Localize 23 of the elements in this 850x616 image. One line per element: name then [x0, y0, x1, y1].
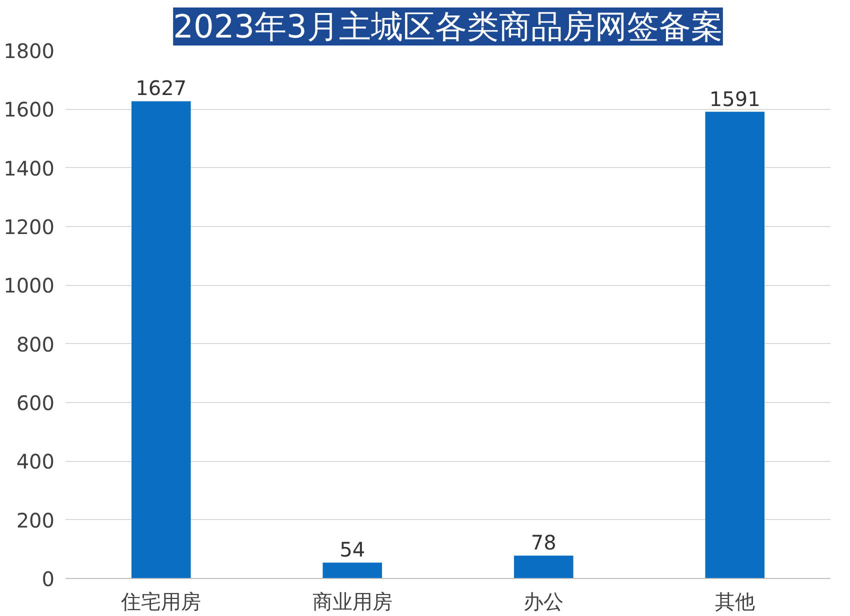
bar: [514, 556, 574, 578]
y-tick-label: 1000: [4, 274, 55, 298]
bar: [705, 112, 765, 578]
x-tick-label: 办公: [524, 590, 564, 614]
x-tick-label: 商业用房: [312, 590, 392, 614]
data-label: 54: [340, 538, 366, 562]
chart-title: 2023年3月主城区各类商品房网签备案: [173, 8, 723, 46]
data-label: 1627: [136, 76, 187, 100]
y-tick-label: 1200: [4, 215, 55, 239]
y-tick-label: 1800: [4, 39, 55, 63]
data-label: 1591: [709, 86, 760, 111]
bar: [131, 101, 191, 578]
y-tick-label: 400: [16, 450, 55, 474]
x-tick-label: 住宅用房: [120, 590, 202, 614]
x-tick-label: 其他: [714, 590, 755, 614]
y-tick-label: 1600: [4, 98, 55, 122]
y-tick-label: 600: [16, 391, 55, 415]
y-tick-label: 800: [16, 332, 55, 356]
y-tick-label: 0: [42, 567, 55, 591]
bar: [322, 562, 382, 578]
data-label: 78: [530, 530, 556, 555]
y-tick-label: 1400: [4, 156, 55, 180]
y-tick-label: 200: [16, 508, 55, 532]
